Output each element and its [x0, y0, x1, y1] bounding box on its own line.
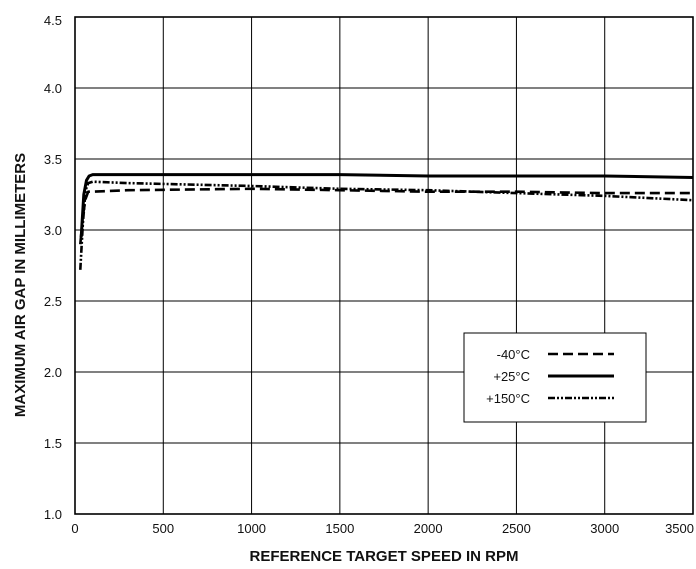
legend-label: -40°C — [497, 347, 530, 362]
series-line-1 — [79, 173, 694, 238]
y-tick-label: 3.0 — [44, 223, 62, 238]
plot-area — [74, 16, 694, 515]
x-tick-label: 2500 — [502, 521, 531, 536]
x-axis-ticks: 0 500 1000 1500 2000 2500 3000 3500 — [71, 521, 694, 536]
y-tick-label: 2.0 — [44, 365, 62, 380]
y-tick-label: 3.5 — [44, 152, 62, 167]
y-axis-ticks: 1.0 1.5 2.0 2.5 3.0 3.5 4.0 4.5 — [44, 13, 62, 522]
legend-label: +25°C — [493, 369, 530, 384]
series-line-0 — [79, 187, 693, 245]
y-axis-title: MAXIMUM AIR GAP IN MILLIMETERS — [12, 153, 29, 417]
y-tick-label: 1.0 — [44, 507, 62, 522]
y-tick-label: 4.0 — [44, 81, 62, 96]
series-line-2 — [79, 180, 694, 270]
y-tick-label: 2.5 — [44, 294, 62, 309]
legend: -40°C +25°C +150°C — [463, 332, 647, 423]
legend-label: +150°C — [486, 391, 530, 406]
x-tick-label: 3000 — [590, 521, 619, 536]
y-tick-label: 4.5 — [44, 13, 62, 28]
x-tick-label: 2000 — [414, 521, 443, 536]
x-tick-label: 1500 — [325, 521, 354, 536]
x-tick-label: 3500 — [665, 521, 694, 536]
plot-frame — [74, 16, 694, 515]
x-axis-title: REFERENCE TARGET SPEED IN RPM — [250, 548, 519, 565]
legend-entries: -40°C +25°C +150°C — [486, 347, 614, 406]
grid-lines — [75, 17, 693, 514]
x-tick-label: 0 — [71, 521, 78, 536]
x-tick-label: 500 — [152, 521, 174, 536]
series-lines — [79, 173, 694, 270]
y-tick-label: 1.5 — [44, 436, 62, 451]
x-tick-label: 1000 — [237, 521, 266, 536]
